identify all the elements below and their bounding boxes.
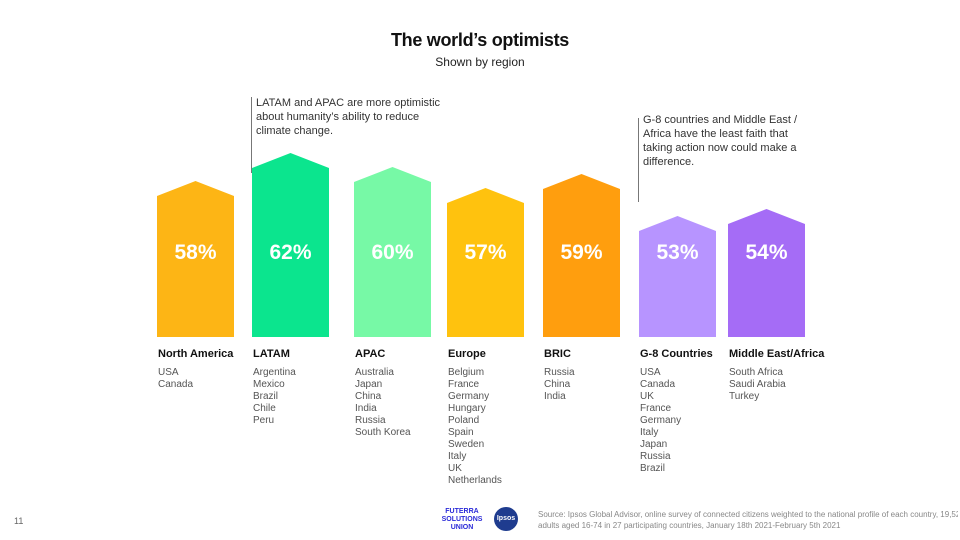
country-item: Russia — [640, 451, 671, 462]
source-line-2: adults aged 16-74 in 27 participating co… — [538, 521, 841, 530]
page-number: 11 — [14, 516, 24, 526]
region-name: LATAM — [253, 348, 290, 360]
ipsos-logo: Ipsos — [494, 507, 518, 531]
country-item: Australia — [355, 367, 394, 378]
country-item: Peru — [253, 415, 275, 426]
bar-apac — [354, 167, 431, 337]
bar-value-label: 59% — [560, 241, 602, 264]
source-note: Source: Ipsos Global Advisor, online sur… — [538, 509, 958, 531]
country-item: Hungary — [448, 403, 486, 414]
annotation-latam-apac: LATAM and APAC are more optimistic about… — [256, 97, 441, 137]
country-item: Canada — [158, 379, 194, 390]
country-item: China — [544, 379, 571, 390]
country-item: Russia — [544, 367, 575, 378]
annotation-line-g8 — [638, 118, 639, 202]
country-item: Japan — [355, 379, 383, 390]
country-item: Brazil — [640, 463, 666, 474]
annotation-line-latam — [251, 97, 252, 173]
country-item: Sweden — [448, 439, 485, 450]
country-item: France — [448, 379, 480, 390]
region-name: North America — [158, 348, 234, 360]
country-item: UK — [640, 391, 654, 402]
country-item: Poland — [448, 415, 480, 426]
bar-bric — [543, 174, 620, 337]
bar-value-label: 62% — [269, 241, 311, 264]
bar-value-label: 57% — [464, 241, 506, 264]
bar-middle-east-africa — [728, 209, 805, 337]
bar-north-america — [157, 181, 234, 337]
country-item: China — [355, 391, 382, 402]
country-item: Canada — [640, 379, 676, 390]
country-item: Argentina — [253, 367, 296, 378]
bar-value-label: 53% — [656, 241, 698, 264]
country-item: Italy — [640, 427, 659, 438]
country-item: USA — [640, 367, 661, 378]
bar-latam — [252, 153, 329, 337]
country-item: South Africa — [729, 367, 783, 378]
country-item: South Korea — [355, 427, 411, 438]
bar-g-8-countries — [639, 216, 716, 337]
region-name: Middle East/Africa — [729, 348, 825, 360]
country-item: India — [544, 391, 566, 402]
bar-value-label: 54% — [745, 241, 787, 264]
country-item: Spain — [448, 427, 474, 438]
region-name: BRIC — [544, 348, 571, 360]
bar-value-label: 60% — [371, 241, 413, 264]
country-item: Mexico — [253, 379, 285, 390]
region-name: Europe — [448, 348, 486, 360]
chart-subtitle: Shown by region — [435, 55, 525, 69]
country-item: USA — [158, 367, 179, 378]
country-item: Chile — [253, 403, 276, 414]
country-item: Russia — [355, 415, 386, 426]
country-item: Germany — [640, 415, 682, 426]
country-item: India — [355, 403, 377, 414]
source-line-1: Source: Ipsos Global Advisor, online sur… — [538, 510, 958, 519]
country-item: Italy — [448, 451, 467, 462]
country-item: Belgium — [448, 367, 485, 378]
region-name: APAC — [355, 348, 386, 360]
annotation-g8-mea: G-8 countries and Middle East / Africa h… — [643, 114, 798, 168]
bar-europe — [447, 188, 524, 337]
futerra-logo: FUTERRA SOLUTIONS UNION — [441, 508, 483, 531]
bar-value-label: 58% — [174, 241, 216, 264]
country-item: Brazil — [253, 391, 279, 402]
chart-title: The world’s optimists — [390, 30, 570, 50]
country-item: Japan — [640, 439, 668, 450]
country-item: France — [640, 403, 672, 414]
country-item: Germany — [448, 391, 490, 402]
country-item: Turkey — [729, 391, 760, 402]
region-name: G-8 Countries — [640, 348, 713, 360]
country-item: Netherlands — [448, 475, 502, 486]
country-item: UK — [448, 463, 462, 474]
country-item: Saudi Arabia — [729, 379, 786, 390]
